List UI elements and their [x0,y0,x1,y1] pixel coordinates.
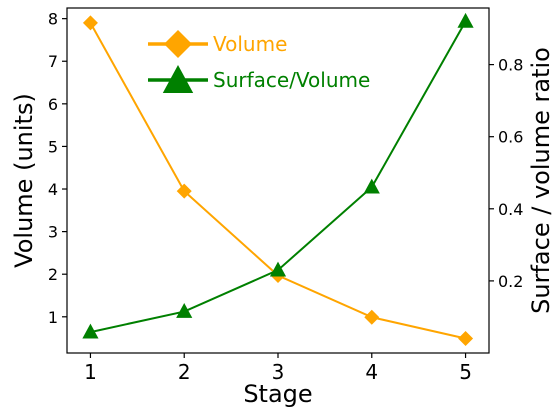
y-left-tick-label-2: 2 [48,265,58,284]
y-left-tick-label-4: 4 [48,180,58,199]
surface-volume-point-4 [363,178,380,194]
y-right-axis-title: Surface / volume ratio [527,47,555,314]
y-left-tick-label-8: 8 [48,10,58,29]
legend-label-surface-volume: Surface/Volume [213,68,370,92]
x-tick-label-4: 4 [365,360,378,384]
x-tick-label-2: 2 [178,360,191,384]
y-left-tick-label-5: 5 [48,137,58,156]
y-right-tick-label-0.6: 0.6 [498,128,523,147]
plot-frame [66,7,490,354]
axes: 1 2 3 4 5 1 2 3 4 5 6 7 8 0.2 0.4 0.6 0.8 Stage Volume (un… [10,10,555,408]
y-left-axis-title: Volume (units) [10,93,38,268]
x-tick-label-3: 3 [272,360,285,384]
y-left-tick-label-7: 7 [48,52,58,71]
legend-marker-surface-volume [162,65,194,93]
plot-area [66,7,490,354]
volume-point-2 [176,183,192,199]
volume-point-4 [364,309,380,325]
y-left-tick-label-6: 6 [48,95,58,114]
surface-volume-point-1 [82,323,99,339]
y-right-tick-label-0.2: 0.2 [498,272,523,291]
volume-point-1 [82,15,98,31]
legend-label-volume: Volume [213,32,287,56]
x-axis-title: Stage [243,380,312,408]
series-layer [82,12,474,347]
y-right-tick-label-0.4: 0.4 [498,200,523,219]
y-right-tick-label-0.8: 0.8 [498,56,523,75]
y-left-tick-label-3: 3 [48,223,58,242]
x-tick-label-5: 5 [459,360,472,384]
y-left-tick-label-1: 1 [48,308,58,327]
volume-point-5 [458,331,474,347]
legend: Volume Surface/Volume [148,30,370,93]
surface-volume-point-5 [457,12,474,28]
surface-volume-point-2 [176,303,193,318]
surface-volume-point-3 [269,261,287,277]
legend-marker-volume [164,30,192,58]
x-tick-label-1: 1 [84,360,97,384]
